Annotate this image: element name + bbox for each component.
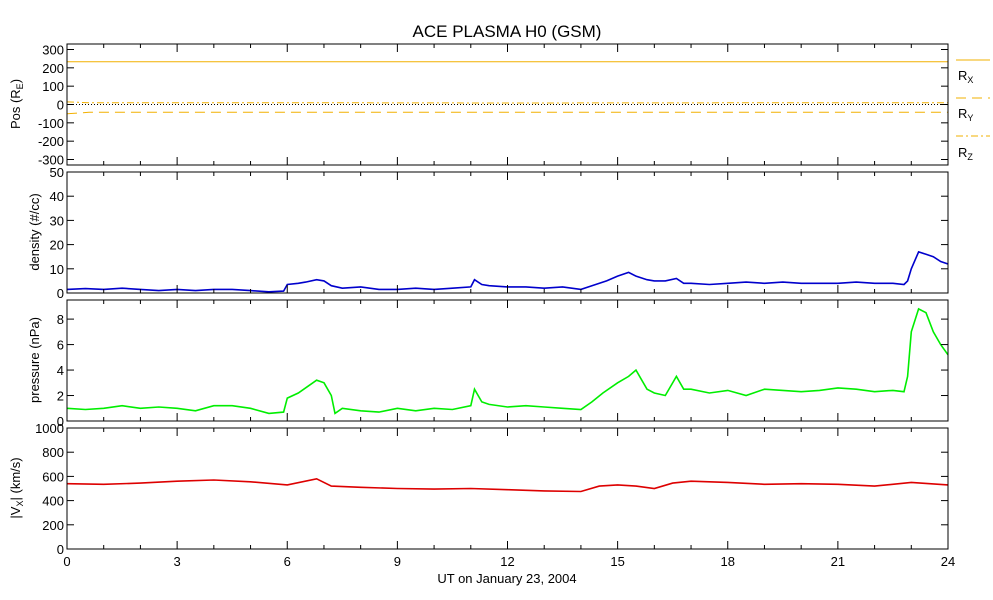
y-tick-label: 600: [42, 469, 64, 484]
y-tick-label: 1000: [35, 421, 64, 436]
y-tick-label: 0: [57, 414, 64, 429]
panel-position-data: [66, 61, 949, 115]
y-tick-label: 100: [42, 79, 64, 94]
y-tick-label: 30: [50, 213, 64, 228]
y-tick-label: -100: [38, 116, 64, 131]
series-line--vx-: [66, 477, 949, 493]
y-tick-label: -300: [38, 153, 64, 168]
x-tick-label: 6: [284, 554, 291, 569]
y-tick-label: 8: [57, 312, 64, 327]
panel-position-ticks: 300 200 100 0 -100 -200 -300: [38, 43, 949, 168]
x-tick-label: 3: [174, 554, 181, 569]
panel-density: 50 40 30 20 10 0 density (#/cc): [27, 165, 949, 301]
y-tick-label: 0: [57, 542, 64, 557]
x-axis-label: UT on January 23, 2004: [437, 571, 576, 586]
y-tick-label: 40: [50, 189, 64, 204]
y-tick-label: 200: [42, 61, 64, 76]
y-tick-label: 10: [50, 262, 64, 277]
y-tick-label: 20: [50, 238, 64, 253]
x-tick-label: 21: [831, 554, 845, 569]
y-tick-label: 50: [50, 165, 64, 180]
series-line-pressure: [66, 307, 949, 415]
y-tick-label: -200: [38, 134, 64, 149]
series-line-rz: [66, 101, 949, 104]
series-line-density: [66, 250, 949, 293]
panel-position-ylabel: Pos (RE): [8, 79, 25, 129]
panel-pressure-ticks: 8 6 4 2 0: [57, 300, 949, 429]
panel-pressure-ylabel: pressure (nPa): [27, 317, 42, 403]
chart-title: ACE PLASMA H0 (GSM): [413, 22, 602, 41]
panel-density-frame: [66, 171, 949, 294]
y-tick-label: 2: [57, 389, 64, 404]
legend-rx-label: RX: [958, 68, 973, 85]
panel-position: 300 200 100 0 -100 -200 -300 Pos (RE) RX RY RZ: [8, 43, 990, 168]
panel-velocity: 1000 800 600 400 200 0 |VX| (km/s): [8, 421, 949, 557]
y-tick-label: 200: [42, 518, 64, 533]
x-tick-label: 24: [941, 554, 955, 569]
y-tick-label: 4: [57, 363, 64, 378]
y-tick-label: 300: [42, 43, 64, 58]
series-line-ry: [66, 111, 948, 115]
panel-pressure: 8 6 4 2 0 pressure (nPa): [27, 299, 949, 429]
x-tick-label: 18: [721, 554, 735, 569]
panel-density-ylabel: density (#/cc): [27, 193, 42, 270]
panel-density-data: [66, 250, 949, 293]
panel-pressure-data: [66, 307, 949, 415]
panel-density-ticks: 50 40 30 20 10 0: [50, 165, 949, 301]
y-tick-label: 6: [57, 338, 64, 353]
panel-velocity-ticks: 1000 800 600 400 200 0: [35, 421, 949, 557]
panel-velocity-data: [66, 477, 949, 493]
legend-ry-label: RY: [958, 106, 973, 123]
panel-velocity-ylabel: |VX| (km/s): [8, 457, 25, 518]
panel-pressure-frame: [66, 299, 949, 422]
x-axis-tick-labels: 0 3 6 9 12 15 18 21 24: [63, 554, 955, 569]
y-tick-label: 0: [57, 98, 64, 113]
y-tick-label: 800: [42, 445, 64, 460]
legend-rz-label: RZ: [958, 145, 973, 162]
x-tick-label: 12: [500, 554, 514, 569]
x-tick-label: 0: [63, 554, 70, 569]
y-tick-label: 0: [57, 286, 64, 301]
y-tick-label: 400: [42, 494, 64, 509]
panel-velocity-frame: [66, 427, 949, 550]
x-tick-label: 9: [394, 554, 401, 569]
legend: RX RY RZ: [956, 59, 990, 162]
x-tick-label: 15: [610, 554, 624, 569]
